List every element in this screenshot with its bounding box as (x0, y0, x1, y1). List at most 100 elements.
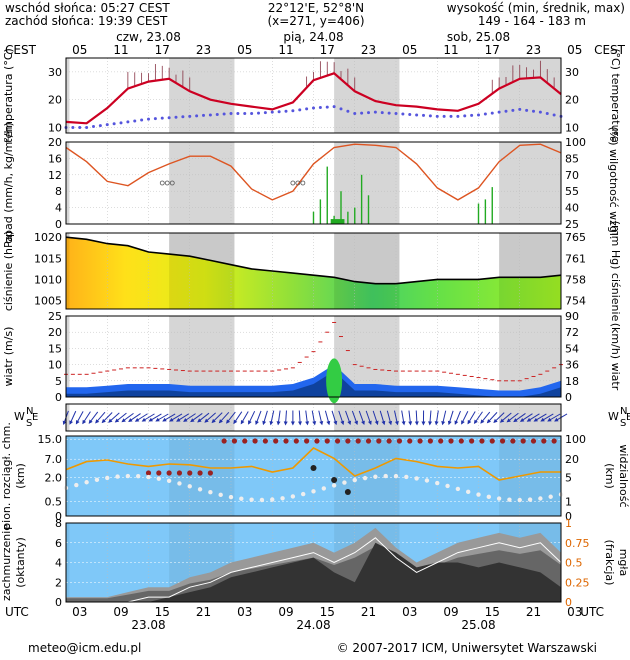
night-overlay (334, 233, 400, 309)
footer-email[interactable]: meteo@icm.edu.pl (28, 641, 141, 655)
compass-e: E (32, 412, 38, 423)
temp-label-left: temperatura (°C) (2, 48, 15, 143)
dew-point (401, 112, 405, 116)
dew-point (463, 114, 467, 118)
dew-point (78, 125, 82, 129)
night-band (334, 142, 400, 224)
dew-point (167, 116, 171, 120)
wind-arrow-head (421, 421, 426, 426)
wind-tick-right: 36 (565, 359, 579, 372)
dew-point (284, 109, 288, 113)
wind-arrow-head (361, 420, 365, 426)
dew-point (160, 116, 164, 120)
precip-bar (330, 219, 345, 224)
dew-point (318, 106, 322, 110)
wind-arrow (379, 410, 386, 426)
cloud-low-dot (424, 478, 430, 483)
bottom-hour-6: 15 (320, 605, 335, 619)
dew-point (195, 114, 199, 118)
night-overlay (66, 436, 70, 516)
wind-arrow (467, 411, 476, 425)
dew-point (208, 113, 212, 117)
cloud-top-dot (438, 438, 444, 444)
wind-arrow (204, 412, 216, 423)
cloud-low-dot (208, 490, 213, 495)
dew-point (188, 114, 192, 118)
visibility-label-right-2: widzialność (617, 444, 630, 507)
fog-label-right-1: (frakcja) (603, 540, 616, 586)
wind-arrow-head (388, 420, 393, 426)
cloud-mid-dot (166, 470, 172, 476)
cloud-low-dot (486, 494, 492, 500)
panel-frame (65, 315, 562, 398)
visibility-line (65, 447, 561, 481)
dew-point (545, 112, 549, 116)
compass-w: W (608, 410, 619, 423)
compass-w: W (14, 410, 25, 423)
cloud-low-dot (362, 475, 368, 481)
cloud-low-dot (548, 494, 553, 499)
cloud-low-dot (239, 496, 244, 501)
dew-point (243, 112, 247, 116)
wind-arrow-head (101, 418, 106, 424)
cloud-dark-dot (331, 477, 338, 483)
wind-arrow (441, 410, 447, 426)
dew-point (325, 105, 329, 109)
temp-tick-right: 20 (565, 94, 579, 107)
wind-tick-right: 90 (565, 310, 579, 323)
temp-tick-left: 10 (48, 121, 62, 134)
dew-point (229, 112, 233, 116)
wind-arrow-head (169, 417, 174, 422)
wind-arrow-head (540, 417, 545, 422)
wind-arrow (69, 410, 77, 425)
cloud-low-dot (321, 486, 327, 491)
wind-arrow (283, 410, 288, 426)
cloud-top-dot (304, 438, 310, 444)
dew-point (174, 115, 178, 119)
dew-point (147, 117, 150, 121)
cloud-low-dot (445, 483, 450, 489)
cloud-top-dot (510, 438, 516, 444)
top-hour-0: 05 (72, 43, 87, 57)
wind-arrow-head (461, 420, 465, 425)
wind-arrow-head (326, 420, 331, 426)
wind-arrow-head (121, 418, 126, 423)
cloud-low-dot (311, 489, 316, 494)
panel-frame (65, 403, 562, 432)
cloud-mid-dot (197, 470, 203, 476)
wind-arrow-head (367, 420, 372, 426)
cloud-low-dot (331, 483, 337, 488)
dew-point (270, 110, 274, 114)
wind-arrow (345, 410, 352, 426)
cloud-top-dot (396, 438, 403, 444)
bottom-date-1: 24.08 (296, 618, 330, 632)
cloud-low-dot (94, 477, 100, 483)
bottom-date-0: 23.08 (131, 618, 165, 632)
fog-tick-right: 0 (565, 596, 572, 609)
cloud-top-dot (376, 438, 382, 444)
cloud-tick-left: 4 (55, 557, 62, 570)
temp-tick-right: 30 (565, 66, 579, 79)
wind-arrow (526, 413, 540, 422)
coords-text: 22°12'E, 52°8'N (268, 1, 364, 15)
cloud-low-dot (228, 494, 234, 500)
wind-arrow-head (414, 421, 419, 426)
wind-arrow (506, 412, 519, 423)
rain-symbol (164, 180, 170, 186)
wind-arrow-head (312, 421, 317, 426)
top-hour-labels: 05 11 17 23 05 11 17 23 05 11 17 23 05 (72, 43, 582, 57)
wind-tick-left: 10 (48, 359, 62, 372)
visibility-label-right-1: (km) (603, 463, 616, 489)
cloud-low-dot (507, 497, 512, 502)
wind-arrow-head (134, 417, 140, 422)
wind-arrow-head (486, 419, 492, 424)
precip-tick: 0 (55, 218, 62, 231)
dew-point (380, 111, 384, 115)
dew-point (532, 109, 535, 113)
panel-frame (65, 522, 562, 603)
dew-point (222, 112, 226, 116)
wind-tick-left: 25 (48, 310, 62, 323)
wind-arrow-head (441, 420, 446, 426)
cloud-mid-dot (187, 470, 193, 476)
wind-arrow (486, 412, 498, 424)
